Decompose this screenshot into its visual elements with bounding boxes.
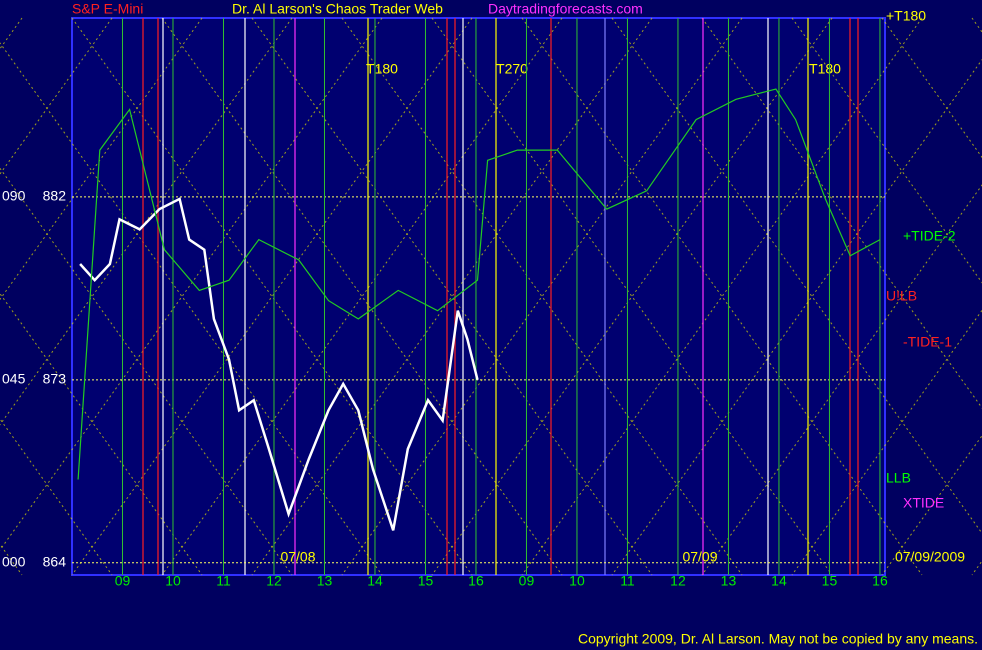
date-label: 07/08 — [280, 549, 315, 565]
decor-diagonal — [0, 167, 293, 576]
annotation: +TIDE-2 — [903, 228, 956, 244]
decor-diagonal — [0, 42, 383, 576]
annotation: U!LB — [886, 288, 917, 304]
x-tick-label: 14 — [771, 573, 787, 589]
decor-diagonal — [611, 17, 982, 535]
x-tick-label: 14 — [367, 573, 383, 589]
x-tick-label: 11 — [216, 573, 231, 589]
x-tick-label: 16 — [468, 573, 484, 589]
angle-label: 000 — [2, 554, 26, 570]
y-tick-label: 864 — [43, 554, 67, 570]
date-label: 07/09 — [682, 549, 717, 565]
decor-diagonal — [881, 434, 982, 576]
x-tick-label: 15 — [822, 573, 838, 589]
annotation: +T180 — [886, 8, 926, 24]
decor-diagonal — [0, 17, 383, 551]
x-tick-label: 10 — [165, 573, 181, 589]
x-tick-label: 10 — [569, 573, 585, 589]
x-tick-label: 15 — [418, 573, 434, 589]
x-tick-label: 09 — [519, 573, 535, 589]
annotation: T270 — [496, 61, 528, 77]
y-tick-label: 882 — [43, 188, 67, 204]
x-tick-label: 12 — [670, 573, 686, 589]
decor-diagonal — [71, 17, 473, 576]
y-tick-label: 873 — [43, 371, 67, 387]
x-tick-label: 09 — [115, 573, 131, 589]
decor-diagonal — [161, 17, 563, 576]
decor-diagonal — [251, 17, 653, 576]
annotation: T180 — [366, 61, 398, 77]
angle-label: 045 — [2, 371, 26, 387]
x-tick-label: 13 — [721, 573, 737, 589]
date-label: 07/09/2009 — [895, 549, 965, 565]
annotation: -TIDE-1 — [903, 334, 952, 350]
x-tick-label: 12 — [266, 573, 282, 589]
annotation: LLB — [886, 470, 911, 486]
decor-diagonal — [0, 418, 113, 576]
copyright: Copyright 2009, Dr. Al Larson. May not b… — [578, 631, 978, 647]
decor-diagonal — [0, 292, 203, 576]
decor-diagonal — [431, 17, 833, 576]
x-tick-label: 16 — [872, 573, 888, 589]
x-tick-label: 11 — [620, 573, 635, 589]
site: Daytradingforecasts.com — [488, 1, 643, 17]
angle-label: 090 — [2, 188, 26, 204]
plot-area — [71, 17, 886, 576]
decor-diagonal — [341, 17, 743, 576]
decoration — [0, 17, 982, 576]
series-line — [79, 197, 479, 531]
decor-diagonal — [251, 17, 653, 576]
decor-diagonal — [341, 17, 743, 576]
annotation: T180 — [809, 61, 841, 77]
annotation: XTIDE — [903, 495, 944, 511]
decor-diagonal — [521, 17, 923, 576]
series-line — [77, 88, 881, 480]
decor-diagonal — [611, 58, 982, 576]
chart-title: Dr. Al Larson's Chaos Trader Web — [232, 1, 443, 17]
decor-diagonal — [71, 17, 473, 576]
x-tick-label: 13 — [317, 573, 333, 589]
decor-diagonal — [431, 17, 833, 576]
instrument: S&P E-Mini — [72, 1, 143, 17]
decor-diagonal — [521, 17, 923, 576]
